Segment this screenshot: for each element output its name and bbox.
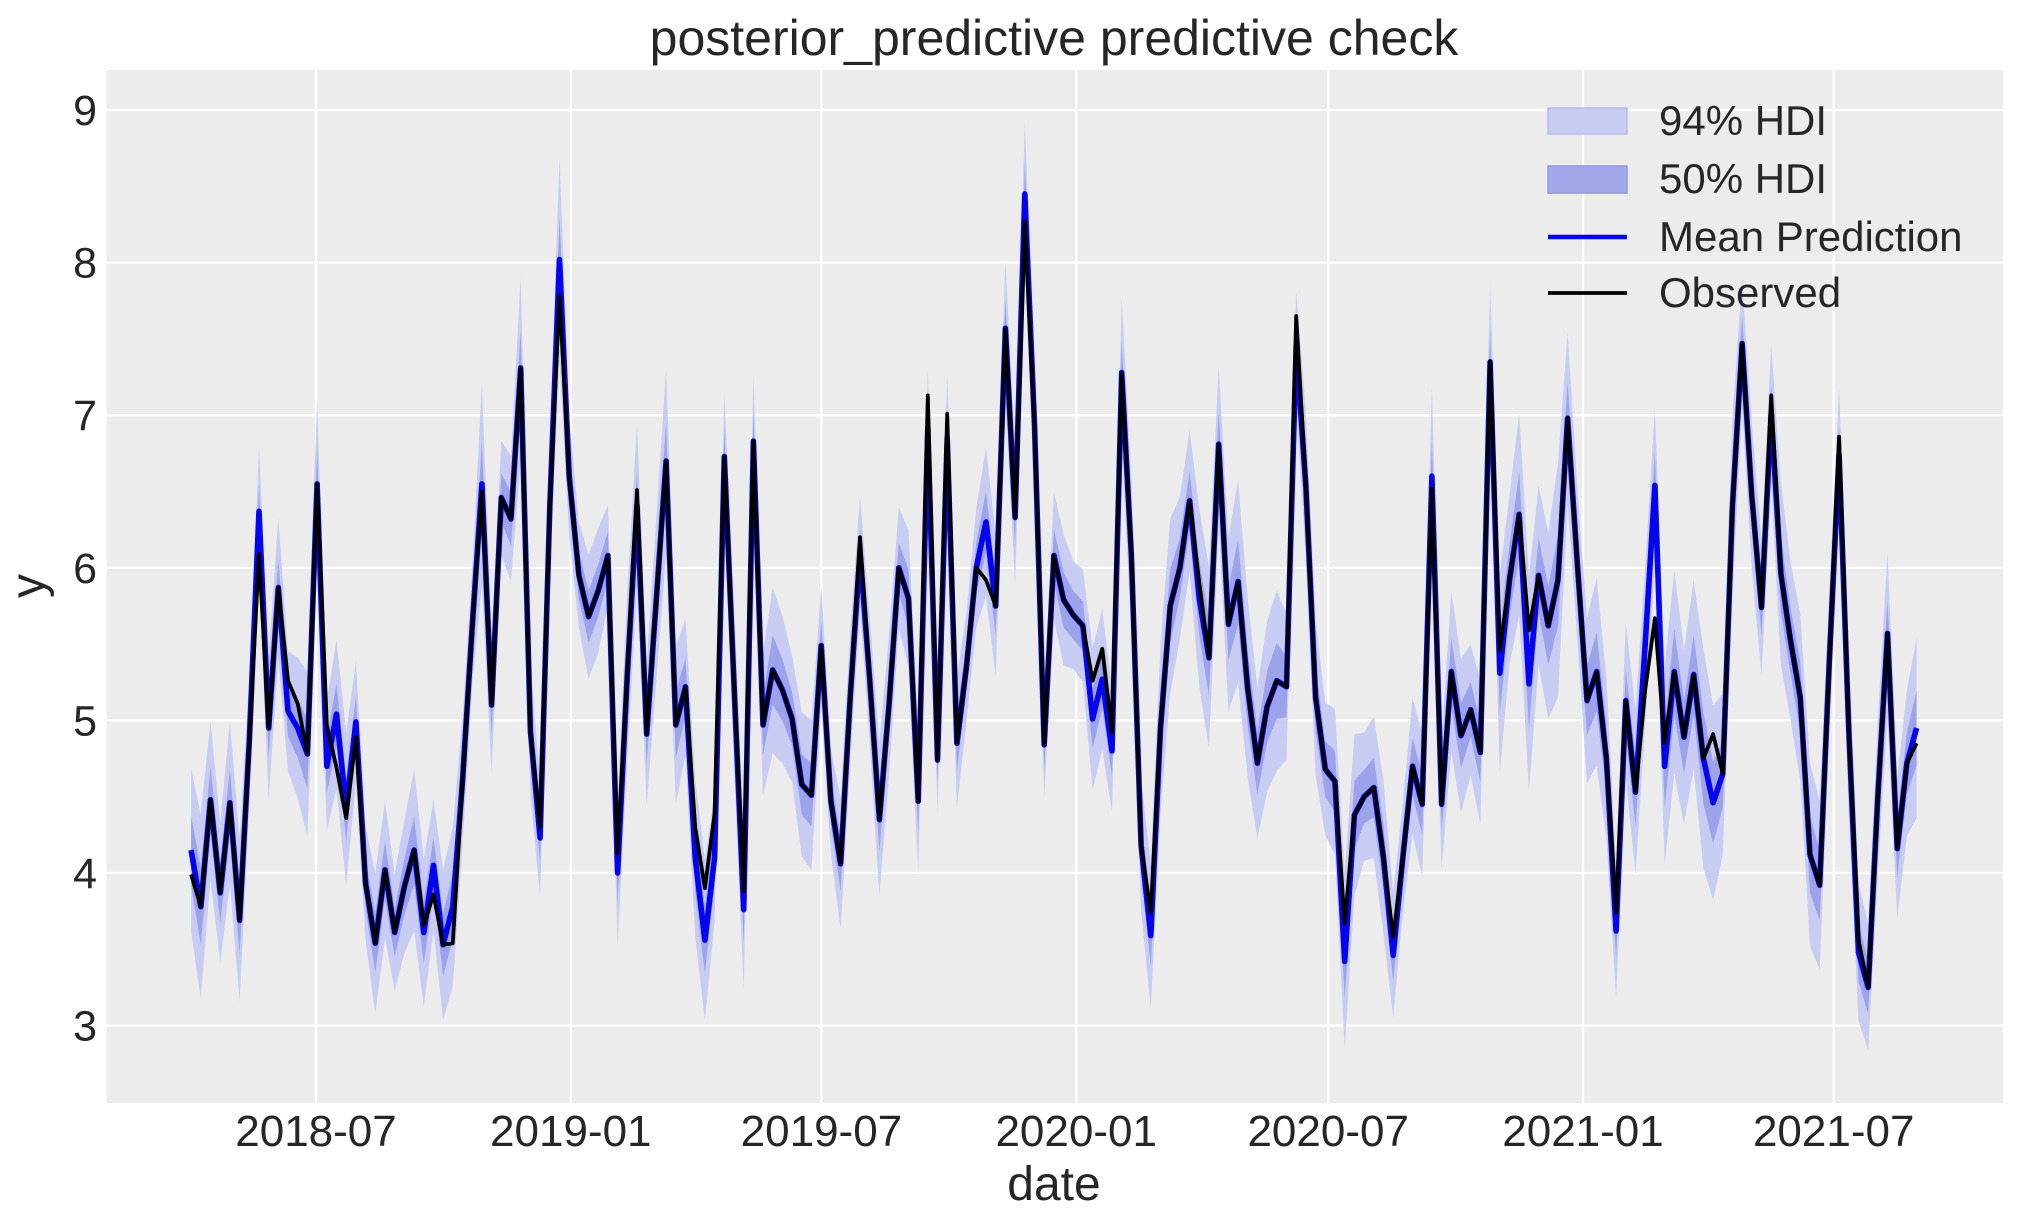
svg-text:2018-07: 2018-07 bbox=[235, 1107, 396, 1156]
svg-text:2021-07: 2021-07 bbox=[1753, 1107, 1914, 1156]
svg-text:5: 5 bbox=[73, 697, 97, 745]
svg-text:3: 3 bbox=[73, 1003, 97, 1051]
svg-text:date: date bbox=[1007, 1158, 1100, 1211]
svg-text:2020-01: 2020-01 bbox=[995, 1107, 1156, 1156]
svg-text:6: 6 bbox=[73, 545, 97, 593]
svg-text:2020-07: 2020-07 bbox=[1247, 1107, 1408, 1156]
svg-text:2019-07: 2019-07 bbox=[741, 1107, 902, 1156]
svg-text:posterior_predictive predictiv: posterior_predictive predictive check bbox=[650, 10, 1460, 66]
svg-text:9: 9 bbox=[73, 87, 97, 135]
svg-text:Observed: Observed bbox=[1659, 269, 1841, 316]
svg-text:Mean Prediction: Mean Prediction bbox=[1659, 213, 1963, 260]
svg-text:y: y bbox=[2, 574, 55, 598]
svg-text:4: 4 bbox=[73, 850, 97, 898]
svg-text:8: 8 bbox=[73, 240, 97, 288]
svg-text:2019-01: 2019-01 bbox=[490, 1107, 651, 1156]
svg-text:50% HDI: 50% HDI bbox=[1659, 155, 1827, 202]
svg-text:94% HDI: 94% HDI bbox=[1659, 97, 1827, 144]
svg-text:2021-01: 2021-01 bbox=[1502, 1107, 1663, 1156]
svg-text:7: 7 bbox=[73, 392, 97, 440]
